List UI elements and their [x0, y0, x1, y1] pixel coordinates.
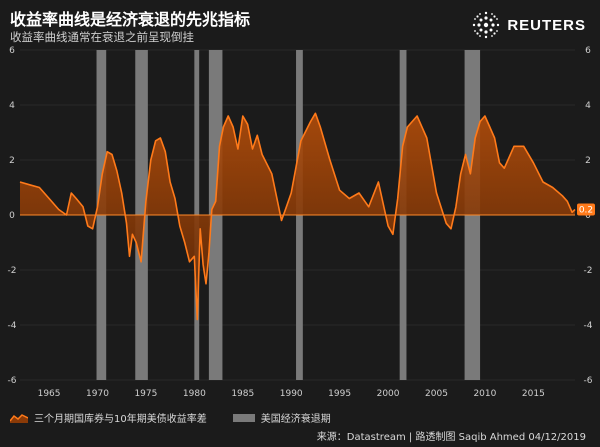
x-tick-label: 2010 — [473, 389, 496, 399]
x-tick-label: 2015 — [522, 389, 545, 399]
yield-spread-chart: -6 -6 -4 -4 -2 -2 0 0 2 2 4 4 6 6 1965 1970 1975 1980 1985… — [8, 46, 595, 399]
y-tick-label-left: 6 — [9, 46, 15, 56]
y-tick-label-left: 2 — [9, 156, 15, 166]
legend-recession-label: 美国经济衰退期 — [260, 414, 331, 425]
last-value-badge — [577, 203, 595, 216]
chart-subtitle: 收益率曲线通常在衰退之前呈现倒挂 — [10, 30, 194, 44]
y-tick-label-left: 4 — [9, 101, 15, 111]
x-tick-label: 1985 — [231, 389, 254, 399]
y-tick-label-right: -6 — [584, 376, 593, 386]
y-tick-label-right: 4 — [585, 101, 591, 111]
x-tick-label: 2000 — [377, 389, 400, 399]
y-tick-label-left: 0 — [9, 211, 15, 221]
x-tick-label: 1975 — [134, 389, 157, 399]
spread-area — [20, 113, 575, 320]
legend-series-swatch — [10, 413, 28, 423]
reuters-logo: REUTERS — [471, 10, 586, 40]
y-tick-label-right: 6 — [585, 46, 591, 56]
reuters-dot-icon — [473, 11, 500, 39]
source-credit: 来源：Datastream | 路透制图 Saqib Ahmed 04/12/2… — [316, 432, 586, 443]
last-value-label: 0.2 — [579, 206, 593, 216]
y-tick-label-left: -6 — [8, 376, 17, 386]
x-tick-label: 1995 — [328, 389, 351, 399]
legend-series-label: 三个月期国库券与10年期美债收益率差 — [34, 414, 207, 425]
legend-recession-swatch — [232, 413, 255, 422]
x-tick-label: 2005 — [425, 389, 448, 399]
reuters-wordmark: REUTERS — [507, 16, 586, 34]
chart-legend: 三个月期国库券与10年期美债收益率差 美国经济衰退期 — [10, 410, 331, 425]
spread-line — [19, 112, 576, 321]
y-tick-label-right: 0 — [585, 211, 591, 221]
x-tick-label: 1980 — [183, 389, 206, 399]
y-tick-label-right: 2 — [585, 156, 591, 166]
x-tick-label: 1970 — [86, 389, 109, 399]
y-tick-label-left: -2 — [8, 266, 17, 276]
y-tick-label-left: -4 — [8, 321, 17, 331]
y-tick-label-right: -4 — [584, 321, 593, 331]
x-tick-label: 1990 — [280, 389, 303, 399]
y-tick-label-right: -2 — [584, 266, 593, 276]
x-tick-label: 1965 — [38, 389, 61, 399]
chart-title: 收益率曲线是经济衰退的先兆指标 — [10, 10, 251, 29]
